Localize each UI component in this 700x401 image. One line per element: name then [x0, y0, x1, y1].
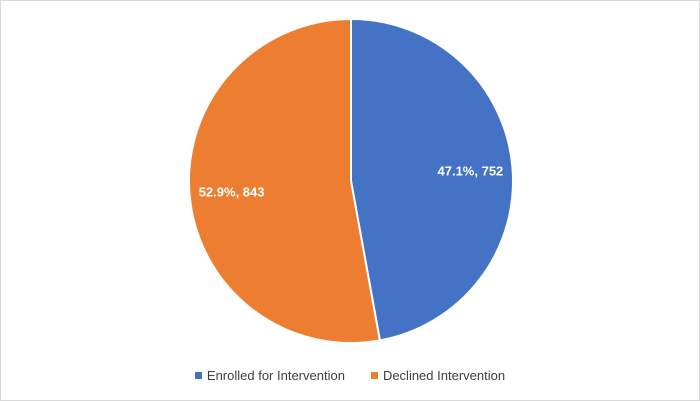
legend: Enrolled for Intervention Declined Inter… — [1, 368, 699, 383]
pie-slice-declined — [188, 17, 382, 344]
data-label-enrolled: 47.1%, 752 — [438, 163, 504, 178]
pie-chart: 47.1%, 752 52.9%, 843 — [188, 17, 514, 344]
legend-swatch-declined — [370, 372, 378, 379]
legend-swatch-enrolled — [194, 372, 202, 379]
legend-label-enrolled: Enrolled for Intervention — [206, 368, 345, 383]
legend-label-declined: Declined Intervention — [382, 368, 506, 383]
data-label-declined: 52.9%, 843 — [199, 185, 265, 200]
pie-slice-enrolled — [350, 17, 514, 342]
legend-item-enrolled: Enrolled for Intervention — [194, 368, 345, 383]
legend-item-declined: Declined Intervention — [370, 368, 506, 383]
